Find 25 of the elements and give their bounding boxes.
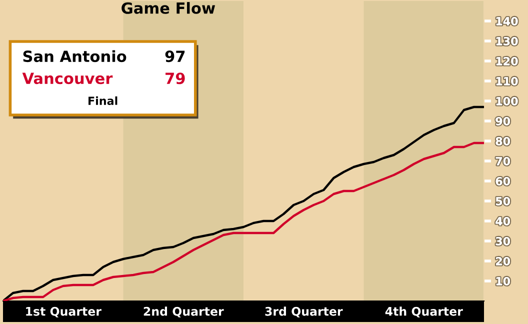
text: 4th Quarter [385, 306, 463, 318]
y-tick-label: 80 [496, 136, 510, 146]
y-tick-label: 40 [496, 216, 510, 226]
chart-title: Game Flow [122, 2, 216, 14]
y-tick-label: 70 [496, 156, 510, 166]
y-tick-label: 30 [496, 236, 510, 246]
y-tick-label: 100 [496, 96, 518, 106]
y-tick-label: 120 [496, 56, 518, 66]
y-tick-label: 20 [496, 256, 510, 266]
line-series [3, 142, 484, 301]
y-tick-label: 60 [496, 176, 510, 186]
y-tick-label: 130 [496, 36, 518, 46]
y-tick-label: 140 [496, 16, 518, 26]
text: 2nd Quarter [144, 306, 224, 318]
text: San Antonio [23, 50, 126, 62]
annotation: 97 [165, 50, 185, 62]
text: 1st Quarter [26, 306, 102, 318]
y-tick-label: 50 [496, 196, 510, 206]
text: 3rd Quarter [265, 306, 343, 318]
y-tick-label: 90 [496, 116, 510, 126]
annotation: 79 [166, 72, 185, 84]
y-tick-label: 10 [496, 276, 510, 286]
text: Vancouver [22, 72, 113, 84]
annotation: Final [88, 96, 118, 105]
y-tick-label: 110 [496, 76, 518, 86]
